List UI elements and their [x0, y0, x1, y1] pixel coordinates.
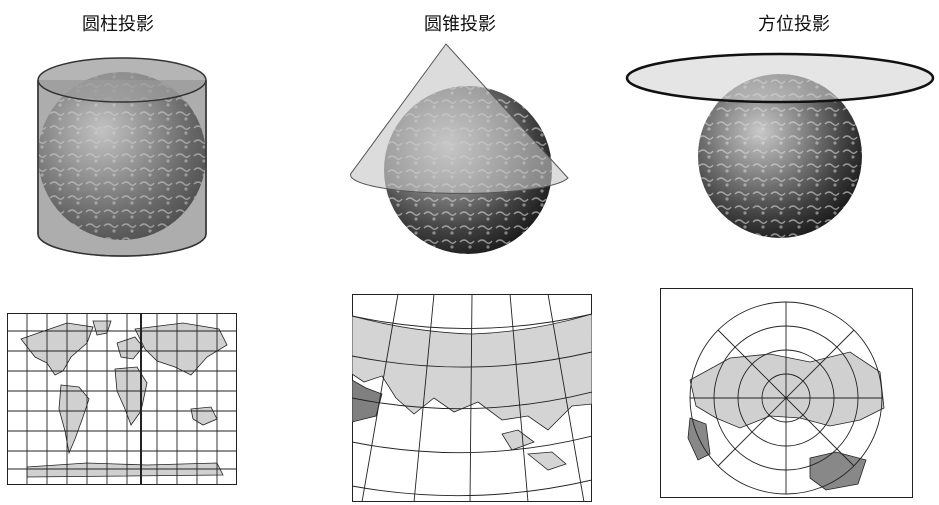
cylindrical-projection-title: 圆柱投影 — [82, 14, 154, 35]
azimuthal-projection-map — [660, 288, 913, 498]
azimuthal-projection-title: 方位投影 — [758, 14, 830, 35]
plane-globe-illustration — [625, 52, 935, 238]
conic-projection-map — [352, 294, 592, 502]
conic-projection-title: 圆锥投影 — [424, 14, 496, 35]
cylinder-globe-illustration — [37, 57, 207, 257]
cylindrical-projection-map — [7, 313, 237, 485]
cone-globe-illustration — [350, 43, 569, 254]
